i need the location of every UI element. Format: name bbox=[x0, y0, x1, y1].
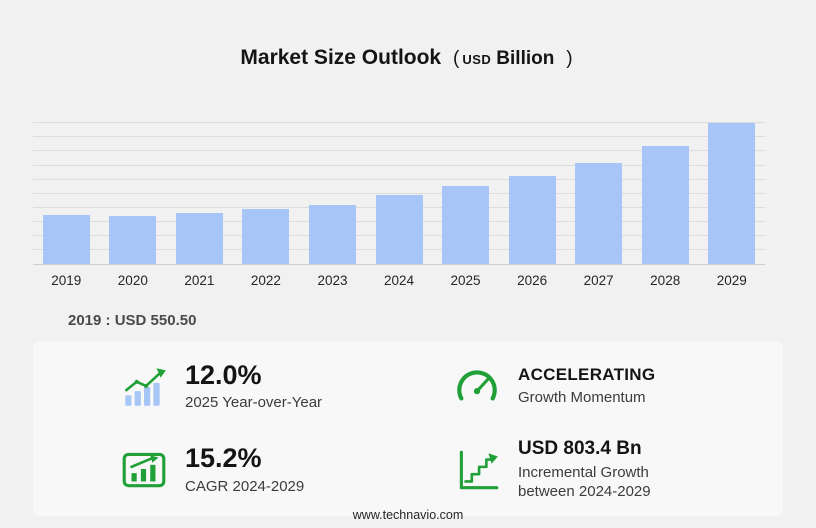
bar-slot bbox=[565, 123, 632, 265]
x-axis-label: 2026 bbox=[517, 273, 548, 289]
title-currency: USD bbox=[462, 52, 492, 67]
bar-2020 bbox=[109, 215, 157, 265]
title-main: Market Size Outlook bbox=[240, 46, 442, 69]
stat-text: 15.2% CAGR 2024-2029 bbox=[185, 444, 304, 496]
bar-2024 bbox=[375, 194, 423, 265]
chart-plot-area bbox=[33, 122, 765, 266]
incremental-growth-icon bbox=[452, 445, 502, 495]
stat-label: CAGR 2024-2029 bbox=[185, 477, 305, 495]
bar-slot bbox=[299, 123, 366, 265]
gridline bbox=[33, 192, 765, 194]
x-axis-label: 2027 bbox=[583, 273, 614, 289]
speedometer-icon bbox=[452, 362, 502, 412]
gridline bbox=[33, 178, 765, 180]
bar-slot bbox=[33, 123, 100, 265]
bar-2023 bbox=[308, 204, 356, 265]
x-axis-label: 2028 bbox=[650, 273, 681, 289]
bar-slot bbox=[366, 123, 433, 265]
bar-slot bbox=[100, 123, 167, 265]
stats-panel: 12.0% 2025 Year-over-Year ACCELERATING G… bbox=[33, 341, 783, 516]
gridline bbox=[33, 150, 765, 152]
bar-2027 bbox=[575, 162, 623, 265]
title-paren-close: ) bbox=[566, 48, 573, 69]
x-axis-label: 2024 bbox=[383, 273, 415, 289]
stat-growth-momentum: ACCELERATING Growth Momentum bbox=[408, 357, 783, 417]
website-link: www.technavio.com bbox=[352, 508, 464, 522]
x-axis-labels: 2019 2020 2021 2022 2023 2024 2025 2026 2027 2028… bbox=[33, 273, 765, 288]
gridline bbox=[33, 136, 765, 138]
x-axis-label: 2029 bbox=[716, 273, 747, 289]
stat-value: USD 803.4 Bn bbox=[518, 438, 642, 460]
bar-slot bbox=[632, 123, 699, 265]
bar-2028 bbox=[641, 145, 689, 265]
gridline bbox=[33, 164, 765, 166]
stat-value: ACCELERATING bbox=[518, 365, 656, 385]
growth-bars-icon bbox=[119, 362, 169, 412]
stat-value: 15.2% bbox=[185, 443, 262, 474]
stat-value: 12.0% bbox=[185, 360, 262, 391]
cagr-chart-icon bbox=[119, 445, 169, 495]
bars-row bbox=[33, 123, 765, 265]
stat-cagr: 15.2% CAGR 2024-2029 bbox=[33, 439, 408, 501]
bar-slot bbox=[432, 123, 499, 265]
bar-2019 bbox=[42, 215, 90, 265]
x-axis-label: 2022 bbox=[250, 273, 281, 289]
bar-2029 bbox=[708, 123, 756, 265]
bar-2022 bbox=[242, 208, 290, 265]
bar-2026 bbox=[508, 176, 556, 265]
stat-text: 12.0% 2025 Year-over-Year bbox=[185, 361, 322, 413]
gridline bbox=[33, 122, 765, 124]
bar-slot bbox=[233, 123, 300, 265]
bar-slot bbox=[166, 123, 233, 265]
title-paren-open: ( bbox=[453, 48, 460, 69]
x-axis-label: 2025 bbox=[450, 273, 481, 289]
bar-chart: 2019 2020 2021 2022 2023 2024 2025 2026 2027 2028… bbox=[33, 122, 765, 288]
stat-incremental-growth: USD 803.4 Bn Incremental Growth between … bbox=[408, 439, 783, 501]
bar-slot bbox=[499, 123, 566, 265]
x-axis-label: 2023 bbox=[317, 273, 348, 289]
stat-text: ACCELERATING Growth Momentum bbox=[518, 366, 655, 408]
chart-annotation: 2019 : USD 550.50 bbox=[68, 312, 197, 330]
stat-yoy-growth: 12.0% 2025 Year-over-Year bbox=[33, 357, 408, 417]
stat-label: Growth Momentum bbox=[518, 389, 646, 407]
bar-slot bbox=[698, 123, 765, 265]
x-axis-label: 2019 bbox=[51, 273, 82, 289]
x-axis-label: 2020 bbox=[117, 273, 148, 289]
stat-label: Incremental Growth between 2024-2029 bbox=[518, 464, 651, 500]
x-axis-label: 2021 bbox=[184, 273, 215, 289]
stat-label: 2025 Year-over-Year bbox=[185, 394, 323, 412]
title-unit: Billion bbox=[496, 48, 555, 69]
stat-text: USD 803.4 Bn Incremental Growth between … bbox=[518, 439, 693, 501]
bar-2021 bbox=[175, 212, 223, 265]
bar-2025 bbox=[442, 186, 490, 265]
page-title: Market Size Outlook (USD Billion ) bbox=[0, 0, 816, 71]
